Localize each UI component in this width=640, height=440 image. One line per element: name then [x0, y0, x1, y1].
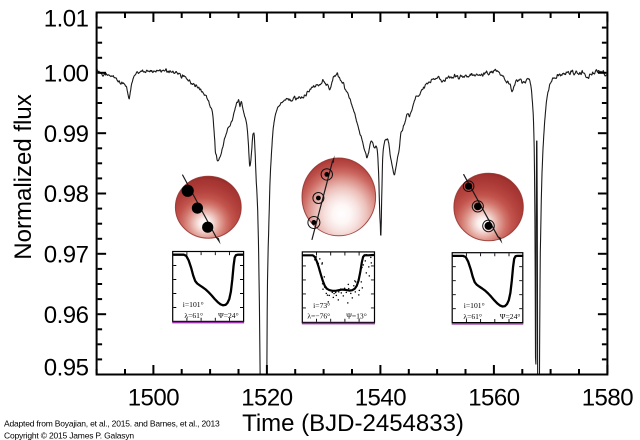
svg-text:1580: 1580: [582, 385, 634, 412]
svg-text:Ψ=24°: Ψ=24°: [500, 312, 521, 321]
svg-text:0.97: 0.97: [44, 242, 89, 269]
svg-text:i=101°: i=101°: [464, 301, 485, 310]
svg-text:1540: 1540: [355, 385, 407, 412]
svg-text:1500: 1500: [128, 385, 180, 412]
svg-text:λ=−76°: λ=−76°: [307, 312, 330, 321]
svg-text:Time (BJD-2454833): Time (BJD-2454833): [242, 410, 464, 437]
svg-text:Copyright © 2015 James P. Gala: Copyright © 2015 James P. Galasyn: [4, 431, 134, 440]
svg-text:1560: 1560: [468, 385, 520, 412]
svg-text:Adapted from Boyajian, et al.,: Adapted from Boyajian, et al., 2015. and…: [4, 419, 220, 429]
svg-text:0.95: 0.95: [44, 355, 89, 382]
svg-text:λ=61°: λ=61°: [463, 312, 482, 321]
svg-text:Ψ=13°: Ψ=13°: [346, 312, 367, 321]
svg-text:0.98: 0.98: [44, 181, 89, 208]
svg-text:λ=61°: λ=61°: [184, 311, 203, 320]
svg-text:1520: 1520: [241, 385, 293, 412]
svg-text:1.00: 1.00: [44, 61, 89, 88]
svg-text:0.96: 0.96: [44, 302, 89, 329]
svg-text:Ψ=24°: Ψ=24°: [218, 311, 239, 320]
svg-text:i=101°: i=101°: [183, 300, 204, 309]
svg-text:i=73°: i=73°: [313, 301, 330, 310]
svg-text:Normalized flux: Normalized flux: [10, 94, 37, 259]
svg-text:0.99: 0.99: [44, 121, 89, 148]
svg-text:1.01: 1.01: [44, 6, 89, 33]
